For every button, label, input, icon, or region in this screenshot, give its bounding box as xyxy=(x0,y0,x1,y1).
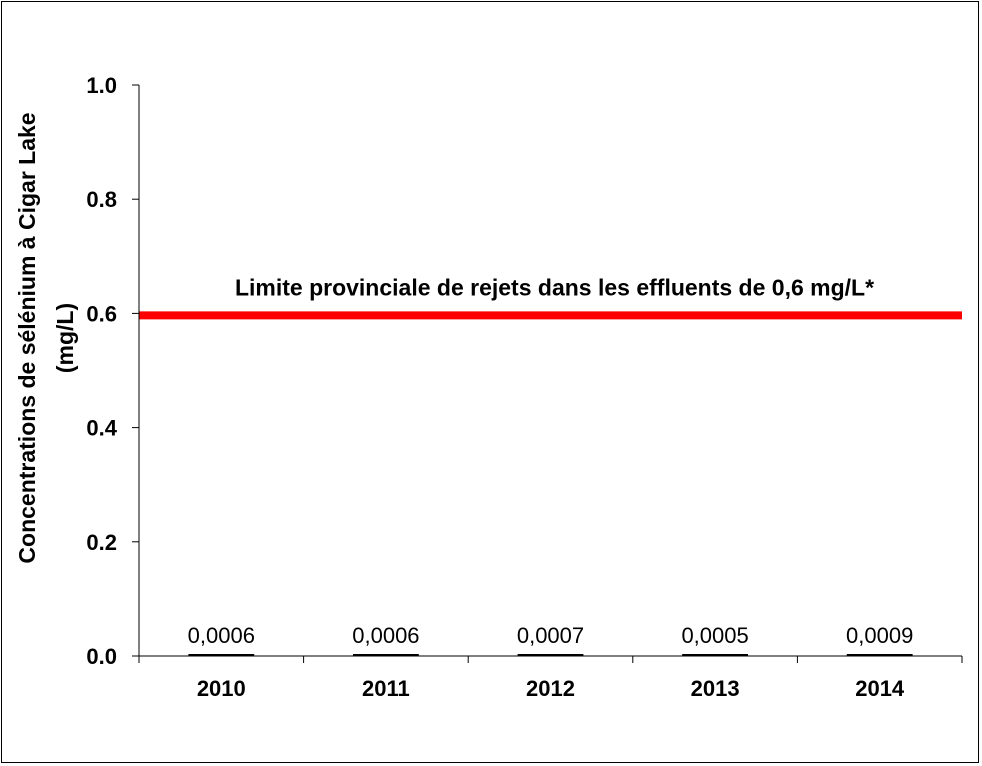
y-tick-label: 0.2 xyxy=(86,530,117,555)
bar-value-label: 0,0006 xyxy=(188,623,255,648)
x-category-label: 2012 xyxy=(526,676,575,701)
bar xyxy=(682,654,749,656)
bar-value-label: 0,0006 xyxy=(352,623,419,648)
y-tick-label: 0.8 xyxy=(86,187,117,212)
bar-value-label: 0,0007 xyxy=(517,623,584,648)
y-tick-label: 0.6 xyxy=(86,301,117,326)
bar xyxy=(517,654,584,656)
y-tick-label: 0.0 xyxy=(86,644,117,669)
bar xyxy=(188,654,255,656)
y-axis-title-line1: Concentrations de sélénium à Cigar Lake xyxy=(14,112,40,563)
y-tick-label: 1.0 xyxy=(86,73,117,98)
reference-line-label: Limite provinciale de rejets dans les ef… xyxy=(235,274,874,300)
y-tick-label: 0.4 xyxy=(86,416,117,441)
bar xyxy=(352,654,419,656)
bar-value-label: 0,0009 xyxy=(846,623,913,648)
y-axis-title-line2: (mg/L) xyxy=(52,303,78,373)
x-category-label: 2013 xyxy=(691,676,740,701)
x-category-label: 2010 xyxy=(197,676,246,701)
x-category-label: 2011 xyxy=(362,676,410,701)
bars: 0,0006 0,0006 0,0007 0,0005 0,0009 xyxy=(188,623,913,656)
y-axis-ticks: 0.0 0.2 0.4 0.6 0.8 1.0 xyxy=(86,73,139,669)
x-axis-ticks: 2010 2011 2012 2013 2014 xyxy=(138,656,963,701)
x-category-label: 2014 xyxy=(855,676,905,701)
bar-value-label: 0,0005 xyxy=(681,623,748,648)
bar xyxy=(846,654,913,656)
y-axis-title: Concentrations de sélénium à Cigar Lake … xyxy=(14,112,78,563)
reference-line-group: Limite provinciale de rejets dans les ef… xyxy=(139,274,962,320)
axes xyxy=(138,85,962,657)
